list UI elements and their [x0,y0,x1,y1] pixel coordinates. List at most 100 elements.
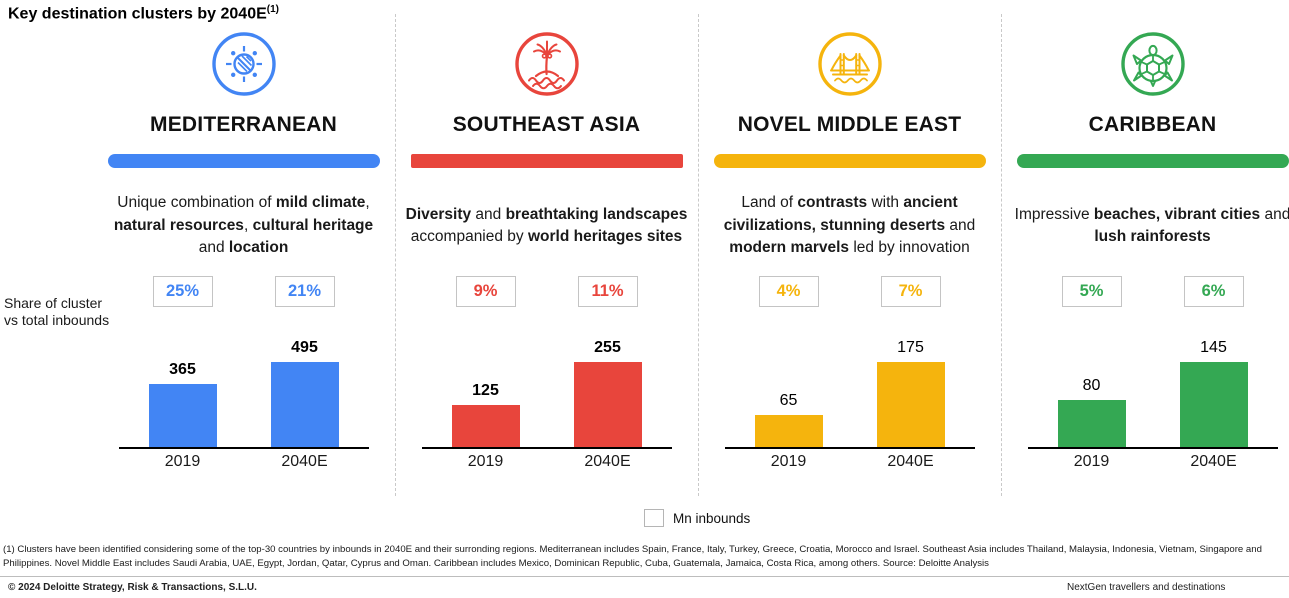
x-tick-labels: 2019 2040E [395,453,698,471]
bar-value-label: 65 [779,392,798,410]
x-axis [724,447,975,449]
cluster-description: Impressive beaches, vibrant cities and l… [1014,205,1289,245]
bars: 65 175 [698,307,1001,447]
share-boxes: 9% 11% [455,276,638,307]
bar-value-label: 495 [291,339,318,356]
bar-value-label: 255 [594,339,621,356]
bar-value-label: 145 [1200,339,1227,356]
x-axis [1027,447,1278,449]
legend-swatch [644,509,664,527]
cluster-column-mediterranean: MEDITERRANEAN Unique combination of mild… [92,14,395,471]
cluster-column-novel-middle-east: NOVEL MIDDLE EAST Land of contrasts with… [698,14,1001,471]
turtle-icon [1119,30,1187,98]
column-divider [395,14,396,496]
x-tick-label: 2019 [770,453,807,470]
page-title: Key destination clusters by 2040E(1) [8,4,279,23]
share-boxes: 4% 7% [758,276,941,307]
cluster-accent-bar [713,154,986,168]
cluster-column-caribbean: CARIBBEAN Impressive beaches, vibrant ci… [1001,14,1289,471]
bar-group: 255 [573,339,642,447]
bar-chart-caribbean: 80 145 2019 2040E [1001,307,1289,471]
x-tick-label: 2019 [467,453,504,470]
bar [876,362,945,447]
x-tick-label: 2040E [1190,453,1237,470]
share-box-2019: 4% [758,276,819,307]
bar-group: 175 [876,339,945,447]
cluster-description: Land of contrasts with ancient civilizat… [723,194,976,257]
cluster-title: CARIBBEAN [1088,113,1217,136]
bar-value-label: 125 [472,382,499,400]
bars: 125 255 [395,307,698,447]
x-tick-labels: 2019 2040E [698,453,1001,471]
cluster-accent-bar [1016,154,1289,168]
column-divider [698,14,699,496]
bar-group: 365 [148,361,217,447]
bar-value-label: 80 [1082,377,1101,395]
cluster-accent-bar [410,154,683,168]
x-tick-label: 2040E [584,453,631,470]
cluster-title: SOUTHEAST ASIA [452,113,641,136]
share-of-cluster-label: Share of cluster vs total inbounds [4,295,110,329]
cluster-columns: MEDITERRANEAN Unique combination of mild… [92,14,1289,496]
bar [451,405,520,447]
cluster-title: NOVEL MIDDLE EAST [737,113,962,136]
bar [1057,400,1126,447]
bar [754,415,823,447]
cluster-column-southeast-asia: SOUTHEAST ASIA Diversity and breathtakin… [395,14,698,471]
share-box-2019: 25% [152,276,213,307]
share-box-2040e: 21% [274,276,335,307]
share-box-2040e: 6% [1183,276,1244,307]
share-value: 5% [1079,282,1104,300]
legend: Mn inbounds [644,509,750,527]
share-value: 21% [287,282,322,300]
share-value: 25% [165,282,200,300]
footnote-reference: (1) [266,4,280,15]
bar [573,362,642,447]
cluster-description: Unique combination of mild climate, natu… [113,194,374,257]
share-box-2040e: 11% [577,276,638,307]
bridge-icon [816,30,884,98]
palm-island-icon [513,30,581,98]
document-title: NextGen travellers and destinations [1067,582,1226,593]
share-boxes: 25% 21% [152,276,335,307]
share-box-2019: 5% [1061,276,1122,307]
bar-chart-mediterranean: 365 495 2019 2040E [92,307,395,471]
cluster-description: Diversity and breathtaking landscapes ac… [405,205,688,245]
copyright: © 2024 Deloitte Strategy, Risk & Transac… [8,582,257,593]
bar [270,362,339,447]
share-value: 4% [776,282,801,300]
share-box-2019: 9% [455,276,516,307]
bar-chart-southeast-asia: 125 255 2019 2040E [395,307,698,471]
share-value: 11% [591,282,624,300]
share-value: 7% [898,282,923,300]
share-value: 6% [1201,282,1226,300]
bar-value-label: 365 [169,361,196,379]
cluster-title: MEDITERRANEAN [150,113,337,136]
x-tick-label: 2040E [281,453,328,470]
page-title-text: Key destination clusters by 2040E [8,5,267,23]
bars: 80 145 [1001,307,1289,447]
bar-group: 495 [270,339,339,447]
x-tick-labels: 2019 2040E [1001,453,1289,471]
share-value: 9% [473,282,498,300]
column-divider [1001,14,1002,496]
cluster-accent-bar [107,154,380,168]
bar [148,384,217,447]
bar-chart-novel-middle-east: 65 175 2019 2040E [698,307,1001,471]
x-axis [118,447,369,449]
bar-group: 145 [1179,339,1248,447]
x-tick-label: 2019 [1073,453,1110,470]
x-axis [421,447,672,449]
x-tick-label: 2019 [164,453,201,470]
footer-divider [0,576,1289,577]
bar-group: 65 [754,392,823,447]
bar [1179,362,1248,447]
legend-label: Mn inbounds [673,510,751,526]
bar-group: 80 [1057,377,1126,447]
footnote: (1) Clusters have been identified consid… [3,544,1262,570]
x-tick-labels: 2019 2040E [92,453,395,471]
sun-icon [210,30,278,98]
bar-value-label: 175 [897,339,924,356]
bars: 365 495 [92,307,395,447]
